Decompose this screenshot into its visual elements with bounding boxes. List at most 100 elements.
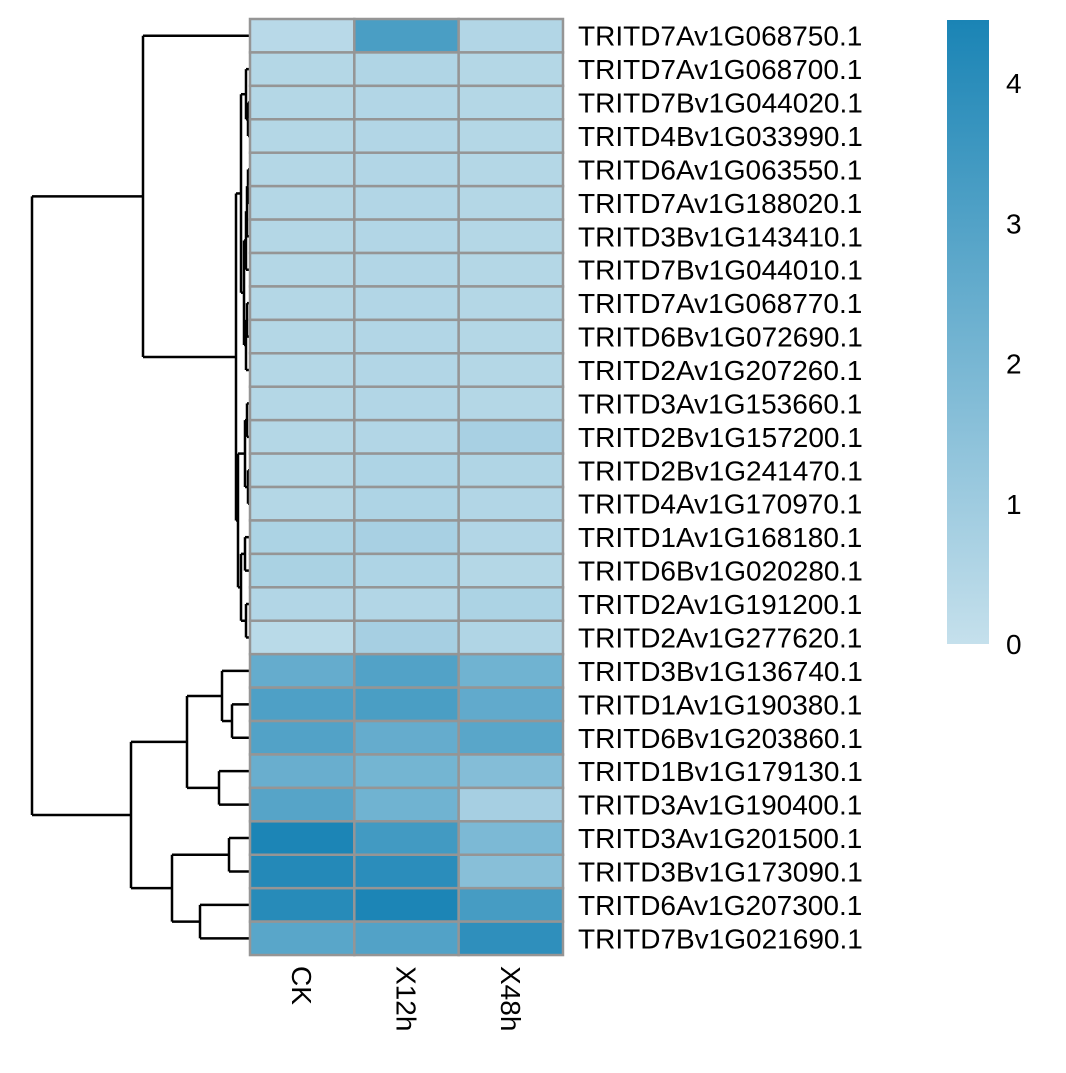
heatmap-cell xyxy=(248,17,356,54)
heatmap-cell xyxy=(457,318,565,355)
column-label: CK xyxy=(286,966,317,1005)
heatmap-cell xyxy=(353,218,460,255)
row-label: TRITD3Bv1G136740.1 xyxy=(578,656,863,687)
heatmap-cell xyxy=(248,686,356,723)
row-label: TRITD7Av1G188020.1 xyxy=(578,188,862,219)
heatmap-cell xyxy=(457,251,565,288)
heatmap-cell xyxy=(457,820,565,857)
heatmap-cell xyxy=(457,753,565,790)
heatmap-cell xyxy=(457,17,565,54)
heatmap-cell xyxy=(248,853,356,890)
column-label: X12h xyxy=(391,966,422,1031)
heatmap-cell xyxy=(248,719,356,756)
heatmap-cell xyxy=(248,519,356,556)
row-label: TRITD2Av1G207260.1 xyxy=(578,355,862,386)
heatmap-cell xyxy=(457,151,565,188)
heatmap-cell xyxy=(353,318,460,355)
row-label: TRITD4Av1G170970.1 xyxy=(578,489,862,520)
legend-tick-label: 2 xyxy=(1006,349,1022,380)
row-label: TRITD2Bv1G157200.1 xyxy=(578,422,863,453)
heatmap-cell xyxy=(248,218,356,255)
heatmap-cell xyxy=(248,452,356,489)
heatmap-cell xyxy=(353,519,460,556)
heatmap-cell xyxy=(353,352,460,388)
heatmap-cell xyxy=(248,418,356,455)
row-label: TRITD6Av1G063550.1 xyxy=(578,154,862,185)
row-label: TRITD3Av1G201500.1 xyxy=(578,823,862,854)
row-label: TRITD1Av1G168180.1 xyxy=(578,522,862,553)
heatmap-cell xyxy=(248,820,356,857)
heatmap-cell xyxy=(353,619,460,656)
heatmap-cell xyxy=(248,84,356,121)
heatmap-cell xyxy=(353,485,460,522)
heatmap-cell xyxy=(353,285,460,322)
heatmap-cell xyxy=(457,385,565,422)
row-dendrogram xyxy=(30,34,250,940)
heatmap-cell xyxy=(457,184,565,221)
row-label: TRITD3Bv1G173090.1 xyxy=(578,856,863,887)
heatmap-cell xyxy=(457,886,565,923)
row-label: TRITD7Bv1G044010.1 xyxy=(578,255,863,286)
heatmap-cell xyxy=(457,920,565,957)
heatmap-cell xyxy=(353,452,460,489)
row-label: TRITD6Bv1G203860.1 xyxy=(578,723,863,754)
heatmap-cell xyxy=(248,786,356,823)
heatmap-cell xyxy=(248,920,356,957)
heatmap-cell xyxy=(248,619,356,656)
heatmap-cell xyxy=(353,652,460,689)
row-label: TRITD6Bv1G020280.1 xyxy=(578,556,863,587)
row-label: TRITD2Bv1G241470.1 xyxy=(578,455,863,486)
heatmap-cells xyxy=(248,17,565,957)
row-label: TRITD7Av1G068770.1 xyxy=(578,288,862,319)
heatmap-cell xyxy=(353,586,460,622)
heatmap-cell xyxy=(353,920,460,957)
row-label: TRITD7Av1G068750.1 xyxy=(578,21,862,52)
heatmap-cell xyxy=(248,485,356,522)
heatmap-cell xyxy=(457,84,565,121)
heatmap-cell xyxy=(248,285,356,322)
heatmap-cell xyxy=(457,652,565,689)
color-legend: 0 1 2 3 4 xyxy=(947,20,1022,660)
column-label: X48h xyxy=(495,966,526,1031)
heatmap-cell xyxy=(248,652,356,689)
heatmap-cell xyxy=(353,17,460,54)
heatmap-cell xyxy=(457,619,565,656)
row-label: TRITD3Av1G153660.1 xyxy=(578,388,862,419)
row-label: TRITD1Av1G190380.1 xyxy=(578,689,862,720)
row-label: TRITD7Bv1G021690.1 xyxy=(578,923,863,954)
heatmap-cell xyxy=(353,184,460,221)
heatmap-cell xyxy=(353,51,460,88)
heatmap-cell xyxy=(353,118,460,154)
heatmap-cell xyxy=(457,552,565,589)
row-label: TRITD2Av1G191200.1 xyxy=(578,589,862,620)
heatmap-cell xyxy=(248,886,356,923)
heatmap-cell xyxy=(457,285,565,322)
heatmap-cell xyxy=(353,84,460,121)
heatmap-cell xyxy=(353,686,460,723)
heatmap-cell xyxy=(353,853,460,890)
row-label: TRITD3Av1G190400.1 xyxy=(578,790,862,821)
heatmap-cell xyxy=(353,151,460,188)
heatmap-cell xyxy=(457,118,565,154)
heatmap-cell xyxy=(457,418,565,455)
legend-tick-label: 1 xyxy=(1006,489,1022,520)
heatmap-cell xyxy=(457,853,565,890)
heatmap-cell xyxy=(353,251,460,288)
heatmap-cell xyxy=(248,318,356,355)
row-label: TRITD1Bv1G179130.1 xyxy=(578,756,863,787)
heatmap-cell xyxy=(248,385,356,422)
heatmap-cell xyxy=(248,352,356,388)
heatmap-cell xyxy=(248,151,356,188)
heatmap-cell xyxy=(457,519,565,556)
row-label: TRITD7Av1G068700.1 xyxy=(578,54,862,85)
heatmap-cell xyxy=(457,352,565,388)
legend-tick-label: 0 xyxy=(1006,629,1022,660)
row-label: TRITD3Bv1G143410.1 xyxy=(578,221,863,252)
heatmap-cell xyxy=(457,218,565,255)
heatmap-cell xyxy=(457,686,565,723)
legend-color-bar xyxy=(947,20,989,644)
heatmap-cell xyxy=(353,820,460,857)
heatmap-cell xyxy=(248,586,356,622)
